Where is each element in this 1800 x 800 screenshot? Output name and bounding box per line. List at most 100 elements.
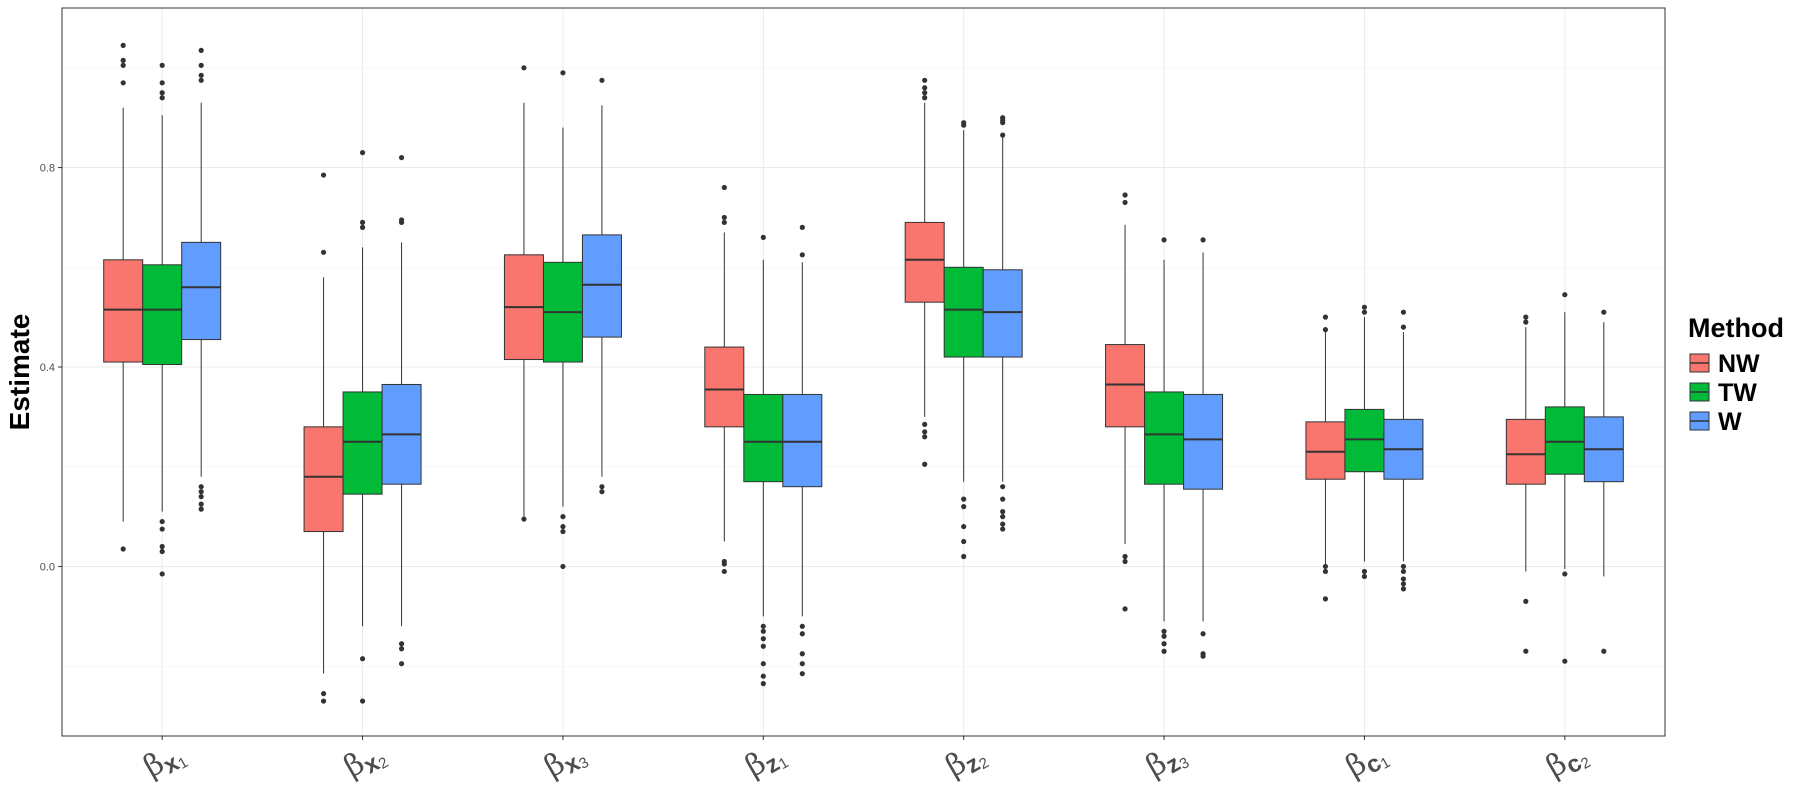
outlier-point (1400, 576, 1407, 582)
outlier-point (159, 548, 165, 555)
outlier-point (799, 661, 805, 667)
box-iqr (904, 221, 945, 303)
box-iqr (142, 264, 183, 366)
x-tick-label-text: βx1 (138, 735, 191, 788)
legend-item-tw: TW (1689, 379, 1757, 407)
outlier-point (1361, 304, 1368, 310)
outlier-point (120, 62, 126, 68)
outlier-point (1400, 563, 1407, 570)
box-nw-4 (704, 184, 745, 575)
outlier-point (1322, 596, 1329, 602)
outlier-point (760, 661, 766, 667)
outlier-point (760, 673, 766, 679)
x-tick-label-text: βx2 (338, 735, 391, 788)
x-tick-label: βx1 (138, 735, 191, 788)
box-iqr (943, 266, 984, 358)
outlier-point (599, 484, 605, 490)
outlier-point (198, 506, 204, 512)
outlier-point (120, 80, 126, 86)
outlier-point (120, 57, 126, 63)
box-w-2 (381, 154, 422, 667)
outlier-point (799, 623, 805, 629)
box-w-4 (782, 224, 823, 677)
box-w-3 (581, 77, 622, 495)
x-tick-label: βz2 (940, 735, 992, 788)
box-tw-4 (743, 234, 784, 687)
outlier-point (1000, 514, 1006, 520)
box-iqr (704, 346, 745, 428)
outlier-point (799, 224, 805, 230)
outlier-point (560, 563, 566, 570)
grid-layer (62, 8, 1665, 736)
outlier-point (1322, 327, 1329, 333)
outlier-point (961, 523, 967, 530)
box-w-5 (982, 115, 1023, 532)
outlier-point (1161, 641, 1167, 647)
outlier-point (1161, 648, 1167, 654)
outlier-point (799, 671, 805, 677)
box-iqr (1144, 391, 1185, 485)
outlier-point (1161, 237, 1167, 243)
outlier-point (1322, 314, 1329, 320)
outlier-point (1400, 581, 1407, 587)
box-iqr (1344, 408, 1385, 473)
outlier-point (198, 489, 204, 495)
outlier-point (198, 77, 204, 83)
outlier-point (198, 484, 204, 490)
box-iqr (342, 391, 383, 495)
legend-item-w: W (1689, 408, 1742, 436)
outlier-point (599, 77, 605, 83)
outlier-point (721, 558, 727, 565)
x-tick-label: βx3 (539, 735, 592, 788)
outlier-point (1000, 521, 1006, 527)
x-tick-label: βc2 (1540, 746, 1593, 785)
x-tick-label: βx2 (338, 735, 391, 788)
outlier-point (760, 636, 766, 642)
outlier-point (1122, 553, 1128, 560)
outlier-point (1200, 651, 1206, 657)
x-tick-label-text: βz2 (940, 735, 992, 788)
box-tw-3 (542, 70, 583, 570)
x-tick-label-text: βz1 (739, 735, 791, 788)
legend-label: NW (1718, 350, 1760, 378)
outlier-point (198, 47, 204, 53)
outlier-point (359, 150, 366, 156)
legend-label: TW (1718, 379, 1757, 407)
x-tick-label-text: βx3 (539, 735, 592, 788)
outlier-point (1122, 558, 1128, 565)
box-nw-8 (1505, 314, 1546, 654)
outlier-point (721, 219, 727, 226)
outlier-point (120, 42, 126, 48)
box-iqr (743, 393, 784, 483)
outlier-point (320, 698, 327, 704)
outlier-point (1200, 237, 1206, 243)
outlier-point (1322, 568, 1329, 575)
legend-label: W (1718, 408, 1742, 436)
box-w-8 (1583, 309, 1624, 654)
outlier-point (320, 691, 327, 697)
outlier-point (1562, 658, 1568, 664)
box-layer (103, 42, 1624, 704)
outlier-point (799, 252, 805, 258)
outlier-point (799, 631, 805, 637)
outlier-point (1400, 586, 1407, 592)
outlier-point (799, 651, 805, 657)
x-tick-label: βc1 (1340, 746, 1393, 785)
outlier-point (922, 461, 928, 467)
box-iqr (181, 241, 222, 341)
outlier-point (159, 90, 165, 96)
outlier-point (359, 219, 366, 226)
box-tw-5 (943, 120, 984, 560)
outlier-point (1000, 484, 1006, 490)
outlier-point (760, 234, 766, 240)
outlier-point (1361, 568, 1368, 575)
box-tw-2 (342, 150, 383, 704)
outlier-point (1400, 309, 1407, 315)
outlier-point (1523, 648, 1529, 654)
legend-item-nw: NW (1689, 350, 1760, 378)
outlier-point (159, 543, 165, 550)
outlier-point (398, 154, 405, 161)
outlier-point (1322, 563, 1329, 570)
outlier-point (1122, 606, 1128, 612)
